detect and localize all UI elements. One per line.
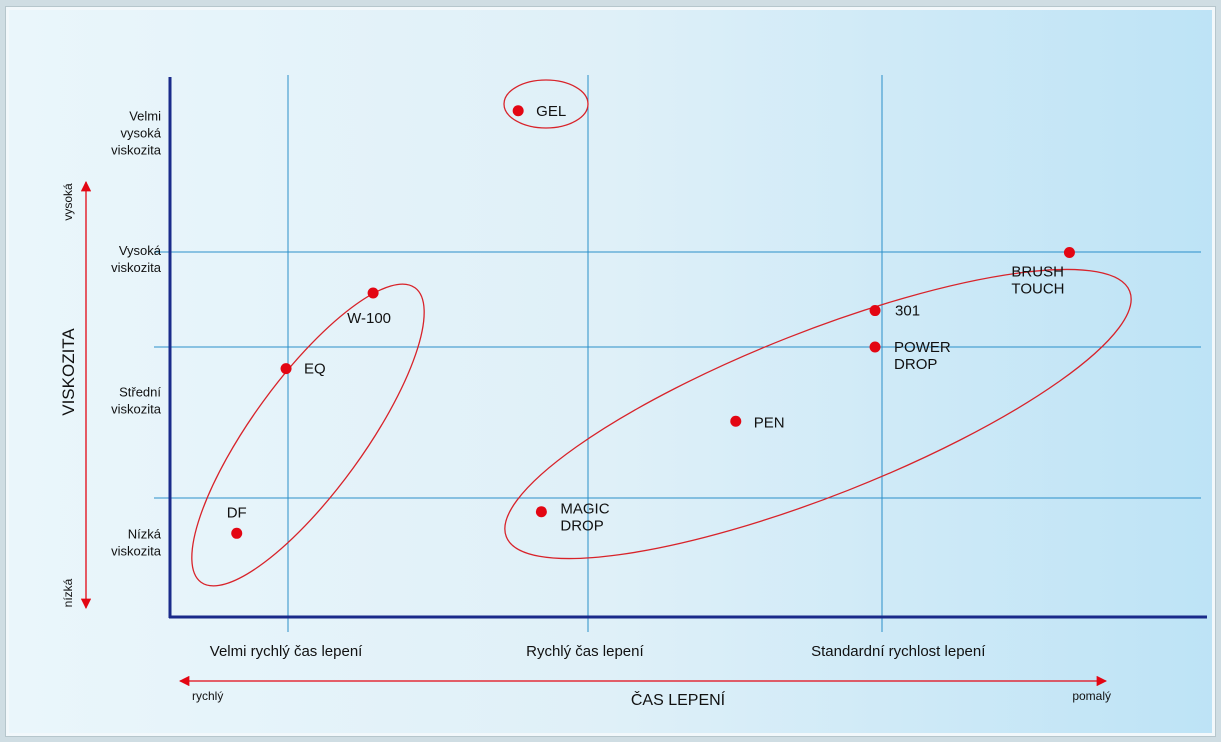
- data-point: [367, 287, 379, 299]
- x-arrow-left-label: rychlý: [192, 689, 223, 703]
- x-tick-label: Velmi rychlý čas lepení: [210, 643, 363, 660]
- group-ellipse-gel: [503, 79, 589, 129]
- data-point: [869, 341, 881, 353]
- data-point-label: PEN: [754, 414, 785, 431]
- x-tick-label: Rychlý čas lepení: [526, 643, 644, 660]
- x-tick-label: Standardní rychlost lepení: [811, 643, 986, 660]
- y-arrow-bottom-label: nízká: [61, 578, 75, 607]
- data-points: GEL W-100 EQ DF MAGIC DROP PEN POWER DROP 301 BRUS…: [227, 103, 1075, 539]
- group-ellipse-standard: [504, 268, 1132, 560]
- data-point-label: GEL: [536, 103, 566, 120]
- data-point: [535, 506, 547, 518]
- x-axis-title: ČAS LEPENÍ: [631, 690, 726, 709]
- data-point: [280, 363, 292, 375]
- chart-panel: [5, 6, 1216, 737]
- y-tick-label: Velmi vysoká viskozita: [111, 109, 162, 158]
- data-point-label: BRUSH TOUCH: [1011, 264, 1064, 298]
- y-tick-label: Vysoká viskozita: [111, 243, 162, 275]
- data-point: [730, 415, 742, 427]
- data-point-label: MAGIC DROP: [560, 501, 609, 535]
- y-tick-label: Nízká viskozita: [111, 526, 162, 558]
- x-tick-labels: Velmi rychlý čas lepení Rychlý čas lepení…: [210, 643, 986, 660]
- y-arrow-top-label: vysoká: [61, 183, 75, 221]
- group-ellipse-fast: [191, 283, 425, 587]
- data-point-label: EQ: [304, 361, 326, 378]
- y-tick-labels: Nízká viskozita Střední viskozita Vysoká visk…: [111, 109, 162, 559]
- data-point-label: W-100: [347, 310, 391, 327]
- data-point-label: POWER DROP: [894, 339, 951, 373]
- y-tick-label: Střední viskozita: [111, 385, 162, 417]
- data-point: [512, 105, 524, 117]
- data-point-label: DF: [227, 504, 247, 521]
- data-point: [1063, 247, 1075, 258]
- x-arrow-right-label: pomalý: [1072, 689, 1111, 703]
- data-point: [231, 527, 243, 539]
- y-axis-title: VISKOZITA: [59, 328, 78, 416]
- data-point-label: 301: [895, 303, 920, 320]
- data-point: [869, 305, 881, 317]
